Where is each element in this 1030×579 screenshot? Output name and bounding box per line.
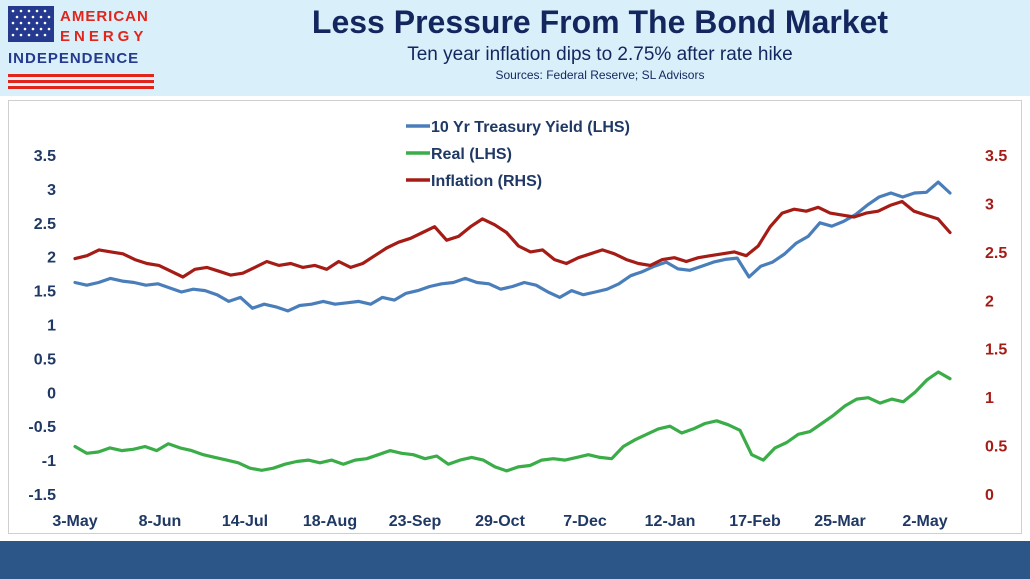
left-axis-tick-label: 3: [47, 182, 56, 199]
x-axis-tick-label: 29-Oct: [475, 513, 525, 530]
left-axis-tick-label: 1: [47, 318, 56, 335]
x-axis-tick-label: 14-Jul: [222, 513, 268, 530]
x-axis-tick-label: 18-Aug: [303, 513, 357, 530]
left-axis-tick-label: -1.5: [28, 487, 56, 504]
company-logo: AMERICAN ENERGY INDEPENDENCE: [8, 6, 156, 92]
header-banner: AMERICAN ENERGY INDEPENDENCE Less Pressu…: [0, 0, 1030, 96]
right-axis-tick-label: 0.5: [985, 439, 1007, 456]
source-note: Sources: Federal Reserve; SL Advisors: [495, 68, 705, 82]
x-axis-tick-label: 3-May: [52, 513, 97, 530]
logo-text-energy: ENERGY: [60, 28, 148, 45]
line-chart: 3.5 3 2.5 2 1.5 1 0.5 0 -0.5 -1 -1.5 3.5 3 2.5 2 1.5 1 0.…: [28, 119, 1007, 530]
series-line-2: [73, 199, 952, 279]
left-axis-tick-label: -0.5: [28, 419, 56, 436]
chart-frame: [8, 100, 1022, 534]
left-axis-tick-label: 2: [47, 250, 56, 267]
right-axis-tick-label: 0: [985, 487, 994, 504]
x-axis-tick-label: 23-Sep: [389, 513, 442, 530]
logo-text-independence: INDEPENDENCE: [8, 50, 140, 67]
right-axis-tick-label: 3: [985, 196, 994, 213]
left-axis-tick-label: 2.5: [34, 216, 56, 233]
right-axis-tick-label: 2.5: [985, 245, 1007, 262]
left-axis-tick-label: 0.5: [34, 351, 56, 368]
left-axis-tick-label: 1.5: [34, 284, 56, 301]
right-axis-tick-label: 2: [985, 293, 994, 310]
x-axis-tick-label: 8-Jun: [139, 513, 182, 530]
footer-bar: [0, 541, 1030, 579]
x-axis-tick-label: 7-Dec: [563, 513, 607, 530]
series-line-1: [73, 370, 952, 473]
logo-text-american: AMERICAN: [60, 8, 149, 25]
x-axis-tick-label: 2-May: [902, 513, 947, 530]
logo-stripes: [8, 74, 154, 92]
x-axis-tick-label: 12-Jan: [645, 513, 696, 530]
right-axis-tick-label: 1: [985, 390, 994, 407]
page-subtitle: Ten year inflation dips to 2.75% after r…: [407, 44, 793, 65]
x-axis-tick-label: 17-Feb: [729, 513, 781, 530]
x-axis-tick-label: 25-Mar: [814, 513, 866, 530]
right-axis-tick-label: 3.5: [985, 148, 1007, 165]
left-axis-tick-label: 0: [47, 385, 56, 402]
series-line-0: [73, 180, 952, 313]
legend-label-1: Real (LHS): [431, 146, 512, 163]
right-axis-tick-label: 1.5: [985, 342, 1007, 359]
flag-icon: [8, 6, 54, 42]
legend-label-0: 10 Yr Treasury Yield (LHS): [431, 119, 630, 136]
left-axis-tick-label: 3.5: [34, 148, 56, 165]
left-axis-tick-label: -1: [42, 453, 56, 470]
page-title: Less Pressure From The Bond Market: [311, 4, 889, 40]
legend-label-2: Inflation (RHS): [431, 173, 542, 190]
